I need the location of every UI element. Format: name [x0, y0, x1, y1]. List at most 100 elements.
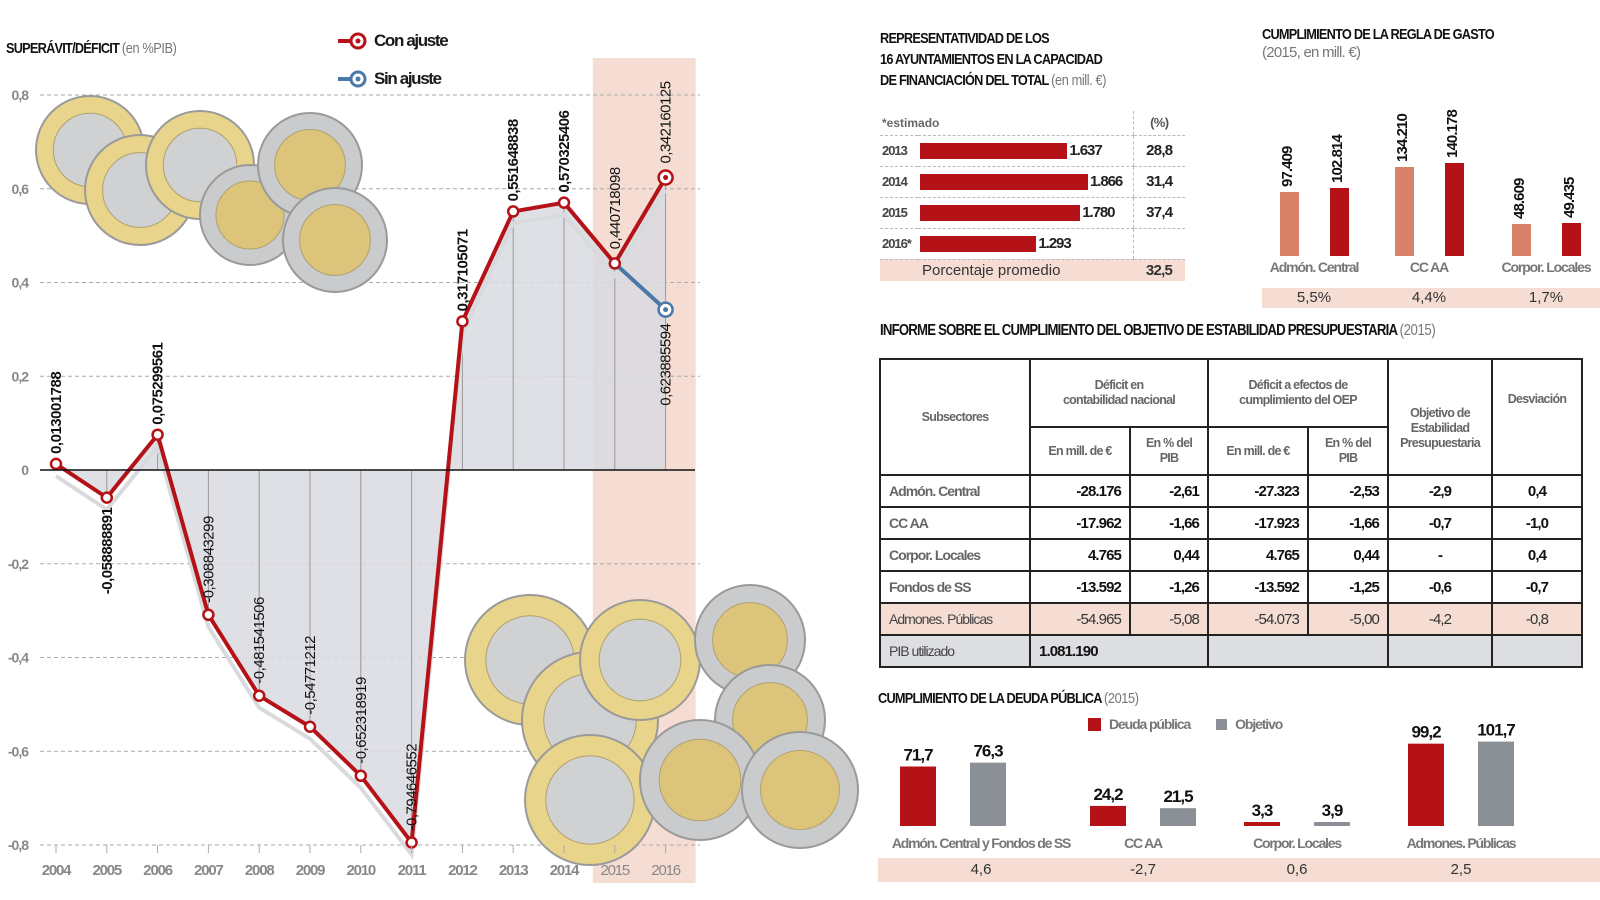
con-ajuste-value-label: 0,013001788	[48, 372, 65, 454]
row-objetivo: -0,7	[1387, 506, 1493, 540]
total-oep-pct: -5,00	[1307, 602, 1389, 636]
gasto-bar-value: 134.210	[1394, 114, 1411, 163]
y-tick-label: 0,4	[12, 275, 30, 291]
row-oep-pct: 0,44	[1307, 538, 1389, 572]
repr-pct	[1132, 228, 1185, 260]
gasto-bar-value: 140.178	[1444, 110, 1461, 159]
deuda-title-text: CUMPLIMIENTO DE LA DEUDA PÚBLICA	[878, 690, 1102, 707]
deuda-category-label: Admones. Públicas	[1407, 835, 1517, 851]
row-desviacion: -0,7	[1491, 570, 1583, 604]
row-oep-mill: -17.923	[1207, 506, 1309, 540]
gasto-bar-dark	[1330, 188, 1349, 256]
informe-row: Admón. Central -28.176 -2,61 -27.323 -2,53 -2…	[879, 474, 1583, 508]
x-tick-label: 2011	[398, 862, 427, 879]
con-ajuste-value-label: -0,54771212	[302, 636, 319, 715]
x-tick-label: 2008	[245, 862, 274, 879]
header-desviacion: Desviación	[1491, 358, 1583, 476]
repr-row: 2016* 1.293	[880, 228, 1185, 260]
euro-coin-center-icon	[545, 755, 635, 845]
deuda-publica-chart: CUMPLIMIENTO DE LA DEUDA PÚBLICA (2015) …	[878, 690, 1600, 900]
euro-coin-center-icon	[299, 204, 371, 276]
objetivo-bar	[1478, 741, 1514, 826]
repr-row: 2014 1.866 31,4	[880, 166, 1185, 198]
deuda-bar-value: 21,5	[1163, 787, 1193, 806]
informe-row: Corpor. Locales 4.765 0,44 4.765 0,44-0,4	[879, 538, 1583, 572]
con-ajuste-point	[202, 608, 215, 622]
x-tick-label: 2005	[93, 862, 122, 879]
line-chart-legend: Con ajuste Sin ajuste	[336, 30, 449, 90]
row-name: CC AA	[879, 506, 1031, 540]
repr-header-row: *estimado (%)	[880, 111, 1185, 136]
x-tick-label: 2013	[499, 862, 528, 879]
row-dn-mill: 4.765	[1029, 538, 1131, 572]
repr-row: 2013 1.637 28,8	[880, 135, 1185, 167]
row-dn-mill: -28.176	[1029, 474, 1131, 508]
gasto-title: CUMPLIMIENTO DE LA REGLA DE GASTO (2015,…	[1262, 26, 1600, 61]
euro-coin-center-icon	[598, 618, 682, 702]
x-tick-label: 2004	[42, 862, 72, 879]
header-oep-pct: En % del PIB	[1307, 426, 1389, 476]
row-objetivo: -0,6	[1387, 570, 1493, 604]
con-ajuste-point	[303, 720, 317, 733]
repr-title-line-3: DE FINANCIACIÓN DEL TOTAL	[880, 72, 1049, 89]
gasto-bar-value: 48.609	[1511, 178, 1528, 219]
repr-pct: 28,8	[1132, 135, 1185, 167]
sin-ajuste-marker-icon	[338, 70, 367, 88]
total-dn-pct: -5,08	[1129, 602, 1209, 636]
row-dn-pct: -1,26	[1129, 570, 1209, 604]
informe-header-row-1: Subsectores Déficit en contabilidad naci…	[879, 358, 1583, 476]
deuda-bar-value: 3,3	[1252, 801, 1273, 820]
repr-bar	[920, 235, 1037, 252]
deuda-bar	[1090, 805, 1126, 826]
row-dn-pct: -1,66	[1129, 506, 1209, 540]
con-ajuste-value-label: 0,075299561	[150, 342, 167, 424]
con-ajuste-point	[354, 769, 368, 783]
repr-bar-cell: 1.293	[918, 228, 1133, 260]
legend-label-sin-ajuste: Sin ajuste	[374, 69, 442, 88]
row-dn-mill: -13.592	[1029, 570, 1131, 604]
gasto-bar-dark	[1562, 223, 1581, 256]
con-ajuste-marker-icon	[338, 32, 367, 50]
y-tick-label: 0	[21, 462, 29, 478]
deuda-bar-value: 99,2	[1411, 723, 1441, 742]
con-ajuste-value-label: -0,794646552	[404, 744, 421, 831]
gasto-bars: 97.409 102.814 134.210 140.178 48.609 49.435	[1262, 86, 1600, 256]
total-dn-mill: -54.965	[1029, 602, 1131, 636]
informe-row: CC AA -17.962 -1,66 -17.923 -1,66 -0,7 -1,0	[879, 506, 1583, 540]
gasto-bar-value: 49.435	[1561, 177, 1578, 219]
deuda-category-label: CC AA	[1124, 835, 1163, 851]
deuda-footer-band: 4,6 -2,7 0,6 2,5	[878, 858, 1600, 882]
gasto-footer-value: 5,5%	[1296, 289, 1332, 306]
deuda-category-label: Admón. Central y Fondos de SS	[892, 835, 1071, 851]
y-tick-label: 0,8	[12, 87, 30, 103]
deuda-bar-value: 71,7	[903, 745, 933, 764]
x-tick-label: 2012	[448, 862, 477, 879]
con-ajuste-point	[151, 428, 164, 441]
con-ajuste-point	[49, 457, 63, 471]
deuda-legend-label: Deuda pública	[1109, 716, 1191, 732]
repr-bar-value: 1.866	[1089, 173, 1123, 191]
y-tick-label: -0,8	[8, 837, 29, 853]
header-subsectores: Subsectores	[879, 358, 1031, 476]
repr-pct: 37,4	[1132, 197, 1185, 229]
deuda-bar-value: 101,7	[1477, 721, 1515, 740]
objetivo-bar	[1314, 822, 1350, 826]
row-dn-pct: -2,61	[1129, 474, 1209, 508]
repr-title-line-2: 16 AYUNTAMIENTOS EN LA CAPACIDAD	[880, 51, 1103, 68]
total-objetivo: -4,2	[1387, 602, 1493, 636]
informe-title: INFORME SOBRE EL CUMPLIMIENTO DEL OBJETI…	[880, 322, 1533, 340]
gasto-bar-light	[1280, 191, 1299, 256]
deuda-legend-swatch-icon	[1088, 717, 1101, 731]
gasto-bar-dark	[1445, 163, 1464, 256]
row-objetivo: -	[1387, 538, 1493, 572]
deuda-bar-value: 3,9	[1322, 801, 1343, 820]
informe-pib-row: PIB utilizado 1.081.190	[879, 634, 1583, 668]
deuda-footer-value: 2,5	[1450, 861, 1472, 878]
y-tick-label: -0,2	[8, 556, 29, 572]
informe-row: Fondos de SS -13.592 -1,26 -13.592 -1,25 -0,6…	[879, 570, 1583, 604]
repr-title-line-1: REPRESENTATIVIDAD DE LOS	[880, 30, 1050, 47]
con-ajuste-point	[608, 257, 622, 270]
repr-bar-value: 1.780	[1082, 204, 1115, 222]
con-ajuste-point-center	[663, 175, 669, 181]
pib-name: PIB utilizado	[879, 634, 1031, 668]
